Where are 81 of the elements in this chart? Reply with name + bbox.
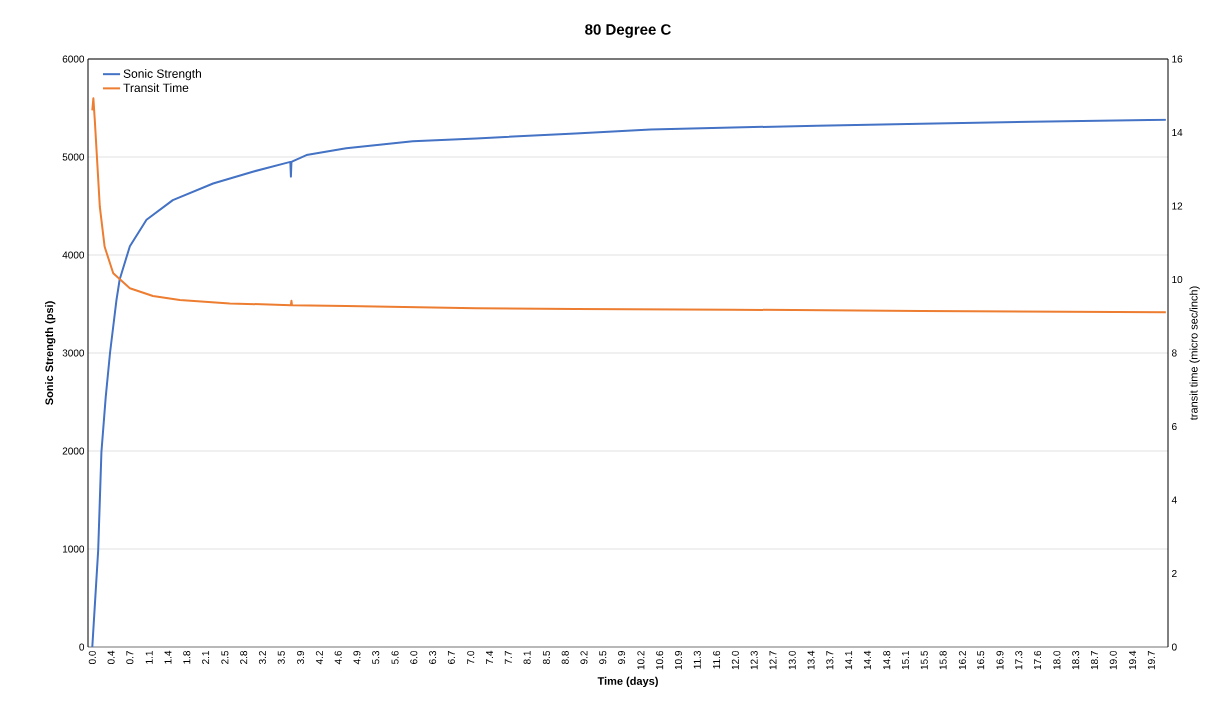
x-tick-label: 11.6: [713, 650, 721, 669]
y2-tick-label: 0: [1171, 643, 1177, 651]
x-tick-label: 10.2: [637, 651, 645, 670]
y-tick-label: 1000: [62, 545, 85, 553]
x-tick-label: 12.3: [750, 650, 758, 670]
x-tick-label: 18.0: [1053, 650, 1061, 670]
y-tick-label: 0: [79, 643, 85, 651]
x-tick-label: 3.9: [297, 651, 305, 665]
x-tick-label: 11.3: [693, 650, 701, 669]
x-tick-label: 0.0: [88, 650, 96, 665]
x-tick-label: 18.7: [1090, 651, 1098, 670]
chart-title: 80 Degree C: [585, 24, 671, 38]
x-tick-label: 0.4: [107, 650, 115, 665]
line-series: [91, 118, 1167, 647]
line-series: [91, 97, 1167, 314]
x-tick-label: 15.5: [920, 650, 928, 670]
y2-tick-label: 8: [1171, 349, 1177, 357]
x-tick-label: 3.2: [258, 651, 266, 665]
x-tick-label: 10.9: [674, 651, 682, 670]
y-tick-label: 4000: [62, 251, 85, 259]
x-tick-label: 2.5: [221, 650, 229, 664]
x-tick-label: 16.2: [958, 651, 966, 670]
x-tick-label: 4.6: [334, 650, 342, 665]
x-tick-label: 6.0: [410, 650, 418, 664]
x-tick-label: 9.5: [599, 650, 607, 664]
x-tick-label: 14.8: [883, 650, 891, 670]
y-axis-title: Sonic Strength (psi): [45, 301, 56, 405]
y2-tick-label: 12: [1172, 202, 1183, 210]
x-tick-label: 0.7: [126, 651, 134, 665]
x-tick-label: 4.9: [353, 651, 361, 665]
y2-tick-label: 2: [1172, 570, 1177, 577]
x-tick-label: 17.6: [1034, 650, 1042, 670]
y2-tick-label: 6: [1172, 422, 1177, 431]
x-tick-label: 9.9: [618, 651, 626, 664]
x-tick-label: 19.4: [1129, 650, 1137, 670]
x-tick-label: 16.5: [977, 650, 985, 670]
y2-axis-title: transit time (micro sec/inch): [1189, 286, 1200, 421]
x-tick-label: 4.2: [315, 651, 323, 665]
x-tick-label: 7.4: [486, 650, 493, 664]
x-tick-label: 12.0: [731, 650, 739, 670]
x-tick-label: 1.8: [183, 650, 191, 664]
x-tick-label: 14.4: [863, 650, 871, 670]
x-tick-label: 15.8: [939, 650, 947, 670]
x-tick-label: 2.1: [202, 651, 210, 664]
x-tick-label: 1.1: [145, 651, 153, 664]
x-tick-label: 5.6: [391, 650, 399, 665]
x-tick-label: 6.7: [447, 651, 455, 664]
x-tick-label: 18.3: [1072, 650, 1080, 670]
legend-label: Sonic Strength: [123, 69, 201, 81]
y-tick-label: 6000: [62, 55, 85, 63]
x-tick-label: 16.9: [996, 651, 1004, 670]
x-tick-label: 19.0: [1109, 650, 1117, 670]
x-tick-label: 8.8: [561, 650, 569, 664]
x-axis-title: Time (days): [597, 676, 658, 688]
legend-label: Transit Time: [123, 83, 189, 93]
y-tick-label: 5000: [62, 153, 85, 161]
x-tick-label: 7.7: [504, 651, 512, 664]
y-tick-label: 2000: [62, 447, 85, 455]
x-tick-label: 13.4: [807, 650, 815, 670]
x-tick-label: 17.3: [1015, 650, 1023, 670]
x-tick-label: 19.7: [1147, 651, 1155, 670]
x-tick-label: 3.5: [277, 650, 285, 665]
y2-tick-label: 4: [1171, 496, 1177, 504]
x-tick-label: 13.7: [826, 651, 834, 670]
y2-tick-label: 14: [1172, 129, 1183, 136]
x-tick-label: 9.2: [580, 651, 588, 664]
x-tick-label: 10.6: [656, 650, 664, 670]
x-tick-label: 7.0: [467, 650, 475, 664]
x-tick-label: 12.7: [769, 651, 777, 670]
x-tick-label: 14.1: [845, 651, 853, 670]
x-tick-label: 8.5: [542, 650, 550, 664]
x-tick-label: 8.1: [523, 651, 531, 664]
x-tick-label: 5.3: [372, 650, 380, 665]
x-tick-label: 13.0: [788, 650, 796, 670]
y-tick-label: 3000: [62, 349, 85, 357]
x-tick-label: 6.3: [429, 650, 437, 664]
x-tick-label: 1.4: [164, 650, 172, 664]
y2-tick-label: 10: [1172, 275, 1183, 284]
y2-tick-label: 16: [1172, 55, 1183, 63]
x-tick-label: 2.8: [240, 650, 248, 664]
x-tick-label: 15.1: [902, 651, 909, 670]
